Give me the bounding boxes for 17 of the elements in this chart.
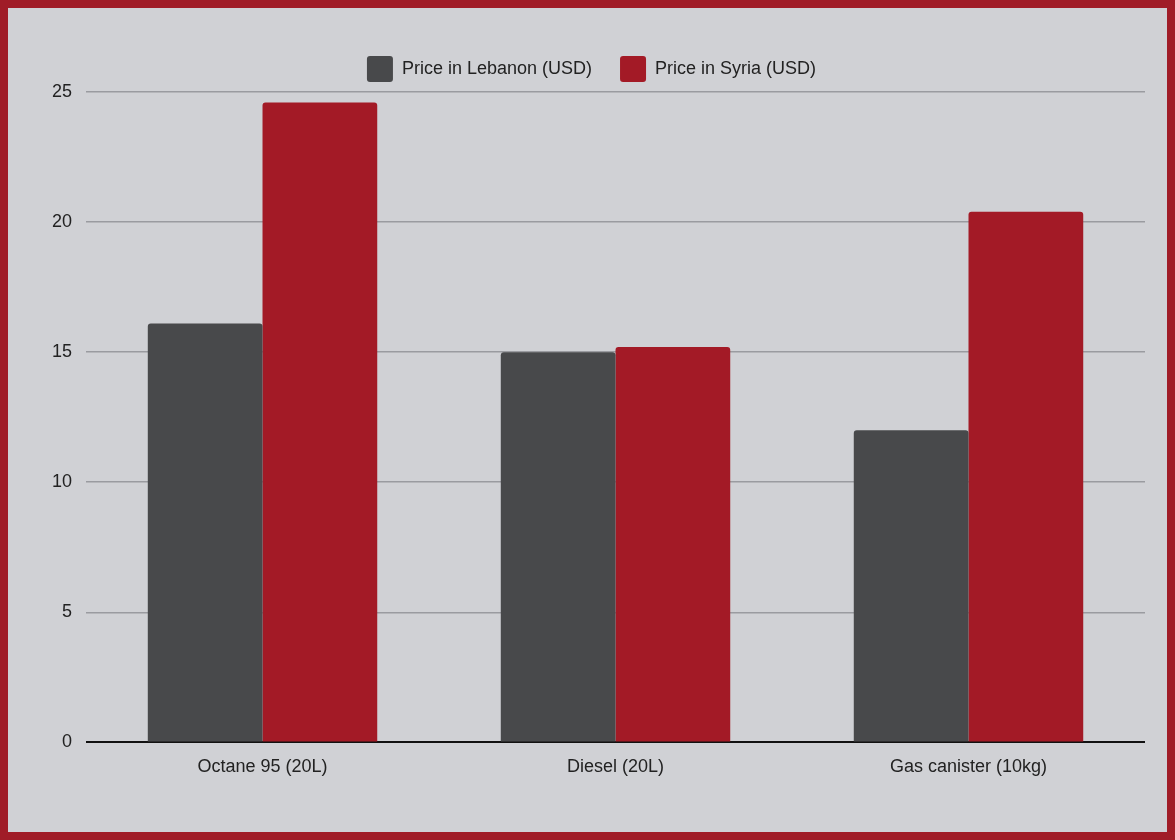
legend-label: Price in Lebanon (USD): [401, 57, 593, 78]
y-tick-label: 15: [51, 341, 73, 362]
bar: [853, 430, 969, 742]
y-tick-label: 20: [51, 211, 73, 232]
legend-label: Price in Syria (USD): [655, 57, 817, 78]
bar: [968, 211, 1084, 742]
y-tick-label: 5: [62, 601, 73, 622]
x-tick-label: Gas canister (10kg): [889, 756, 1048, 777]
x-tick-label: Octane 95 (20L): [197, 756, 328, 777]
bar: [615, 346, 731, 742]
bar: [500, 352, 616, 742]
bar: [262, 102, 378, 742]
y-tick-label: 25: [51, 80, 73, 101]
bar: [147, 323, 263, 742]
x-tick-label: Diesel (20L): [566, 756, 665, 777]
y-tick-label: 0: [62, 731, 73, 752]
y-tick-label: 10: [51, 471, 73, 492]
